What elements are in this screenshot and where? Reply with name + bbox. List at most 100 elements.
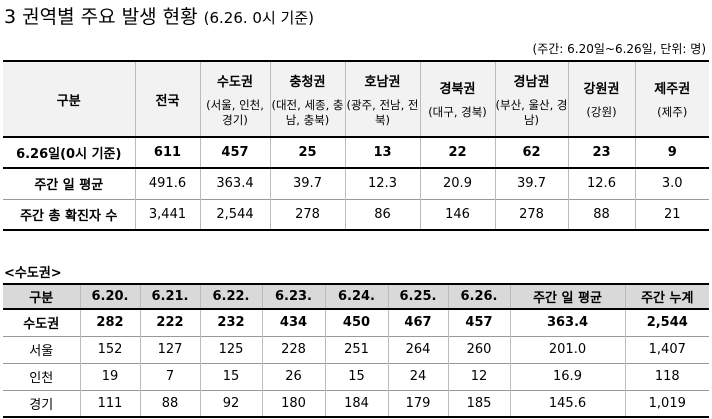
row-label: 인천 (29, 371, 54, 386)
cell: 22 (419, 137, 495, 168)
cell: 457 (199, 137, 270, 168)
cell: 282 (79, 309, 140, 336)
table-row: 경기 111 88 92 180 184 179 185 145.6 1,019 (3, 390, 709, 417)
cell: 228 (261, 336, 325, 363)
header-cell: 6.21. (139, 284, 200, 309)
cell: 9 (634, 137, 709, 168)
row-label: 주간 총 확진자 수 (20, 208, 118, 224)
cell: 185 (447, 390, 510, 417)
cell: 25 (269, 137, 345, 168)
cell: 92 (199, 390, 262, 417)
cell: 1,019 (624, 390, 709, 417)
row-label: 6.26일(0시 기준) (16, 147, 122, 162)
row-label: 주간 일 평균 (34, 178, 104, 194)
column-sublabel: (대구, 경북) (428, 105, 487, 119)
cell: 21 (634, 199, 709, 230)
header-cell: 충청권 (대전, 세종, 충남, 충북) (269, 61, 345, 137)
region-table: 구분 전국 수도권 (서울, 인천, 경기) 충청권 (대전, 세종, 충남, 충북) 호남… (3, 60, 709, 231)
cell: 88 (139, 390, 200, 417)
cell: 62 (494, 137, 568, 168)
header-cell: 6.25. (387, 284, 448, 309)
header-cell: 경남권 (부산, 울산, 경남) (494, 61, 568, 137)
column-label: 제주권 (654, 82, 691, 97)
column-label: 전국 (155, 93, 180, 109)
header-row: 구분 전국 수도권 (서울, 인천, 경기) 충청권 (대전, 세종, 충남, 충북) 호남… (3, 61, 709, 137)
cell: 2,544 (624, 309, 709, 336)
title-basis: (6.26. 0시 기준) (203, 9, 314, 27)
column-label: 구분 (56, 93, 81, 109)
cell: 180 (261, 390, 325, 417)
column-sublabel: (대전, 세종, 충남, 충북) (271, 97, 344, 127)
cell: 24 (387, 363, 448, 390)
cell: 611 (134, 137, 200, 168)
row-label: 서울 (29, 344, 54, 359)
cell: 118 (624, 363, 709, 390)
cell: 434 (261, 309, 325, 336)
cell: 7 (139, 363, 200, 390)
cell: 39.7 (269, 168, 345, 199)
capital-table: 구분 6.20. 6.21. 6.22. 6.23. 6.24. 6.25. 6.26. 주간 … (3, 283, 709, 418)
cell: 457 (447, 309, 510, 336)
header-cell: 제주권 (제주) (634, 61, 709, 137)
header-cell: 6.20. (79, 284, 140, 309)
cell: 251 (324, 336, 388, 363)
column-sublabel: (제주) (657, 105, 688, 119)
cell: 12.6 (567, 168, 635, 199)
table-row: 수도권 282 222 232 434 450 467 457 363.4 2,544 (3, 309, 709, 336)
column-sublabel: (서울, 인천, 경기) (206, 97, 264, 127)
cell: 88 (567, 199, 635, 230)
header-cell: 6.23. (261, 284, 325, 309)
table-row: 6.26일(0시 기준) 611 457 25 13 22 62 23 9 (3, 137, 709, 168)
header-cell: 주간 일 평균 (509, 284, 625, 309)
header-cell: 6.22. (199, 284, 262, 309)
cell: 3.0 (634, 168, 709, 199)
cell: 19 (79, 363, 140, 390)
cell: 15 (324, 363, 388, 390)
title-text: 권역별 주요 발생 현황 (22, 6, 198, 28)
section-number: 3 (4, 6, 17, 28)
section-label: <수도권> (4, 266, 62, 281)
cell: 179 (387, 390, 448, 417)
cell: 467 (387, 309, 448, 336)
header-cell: 6.26. (447, 284, 510, 309)
header-cell: 호남권 (광주, 전남, 전북) (344, 61, 420, 137)
header-cell: 전국 (134, 61, 200, 137)
cell: 86 (344, 199, 420, 230)
column-label: 강원권 (583, 82, 620, 97)
header-cell: 경북권 (대구, 경북) (419, 61, 495, 137)
cell: 222 (139, 309, 200, 336)
row-label: 수도권 (23, 317, 60, 333)
column-label: 수도권 (217, 74, 253, 90)
column-label: 충청권 (289, 74, 326, 90)
cell: 201.0 (509, 336, 625, 363)
table-row: 서울 152 127 125 228 251 264 260 201.0 1,407 (3, 336, 709, 363)
cell: 146 (419, 199, 495, 230)
header-cell: 수도권 (서울, 인천, 경기) (199, 61, 270, 137)
unit-note: (주간: 6.20일~6.26일, 단위: 명) (532, 42, 706, 56)
cell: 16.9 (509, 363, 625, 390)
table-row: 주간 일 평균 491.6 363.4 39.7 12.3 20.9 39.7 12.6 3.0 (3, 168, 709, 199)
cell: 111 (79, 390, 140, 417)
cell: 13 (344, 137, 420, 168)
header-cell: 6.24. (324, 284, 388, 309)
cell: 363.4 (199, 168, 270, 199)
cell: 450 (324, 309, 388, 336)
cell: 39.7 (494, 168, 568, 199)
cell: 12.3 (344, 168, 420, 199)
cell: 152 (79, 336, 140, 363)
cell: 264 (387, 336, 448, 363)
cell: 363.4 (509, 309, 625, 336)
header-cell: 구분 (3, 61, 135, 137)
cell: 20.9 (419, 168, 495, 199)
table-row: 주간 총 확진자 수 3,441 2,544 278 86 146 278 88 21 (3, 199, 709, 230)
cell: 278 (494, 199, 568, 230)
header-row: 구분 6.20. 6.21. 6.22. 6.23. 6.24. 6.25. 6.26. 주간 … (3, 284, 709, 309)
column-label: 경남권 (513, 74, 550, 90)
column-sublabel: (부산, 울산, 경남) (495, 97, 568, 127)
row-label: 경기 (29, 397, 54, 413)
header-cell: 강원권 (강원) (567, 61, 635, 137)
column-label: 경북권 (439, 82, 476, 97)
cell: 232 (199, 309, 262, 336)
header-cell: 주간 누계 (624, 284, 709, 309)
